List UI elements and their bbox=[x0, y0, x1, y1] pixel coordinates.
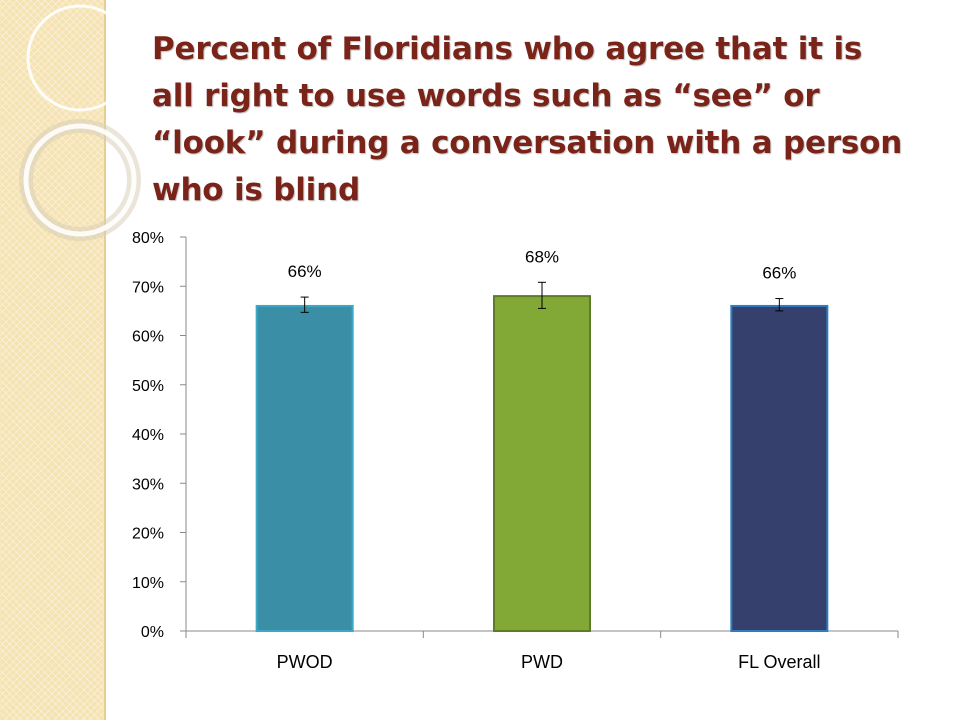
x-tick-label: PWOD bbox=[277, 652, 333, 672]
x-tick-label: FL Overall bbox=[738, 652, 820, 672]
y-tick-label: 30% bbox=[132, 476, 164, 493]
slide-title: Percent of Floridians who agree that it … bbox=[152, 31, 903, 208]
y-tick-label: 0% bbox=[141, 624, 164, 641]
bar-pwd bbox=[493, 295, 591, 632]
decorative-rings bbox=[19, 4, 141, 241]
bar-fl-overall bbox=[730, 304, 829, 632]
data-label: 66% bbox=[762, 264, 796, 283]
bar-pwod bbox=[255, 304, 354, 632]
decorative-ring-large bbox=[26, 4, 134, 112]
y-tick-label: 40% bbox=[132, 427, 164, 444]
y-tick-label: 10% bbox=[132, 575, 164, 592]
data-label: 68% bbox=[525, 247, 559, 266]
x-tick-label: PWD bbox=[521, 652, 563, 672]
decorative-ring-small bbox=[23, 123, 137, 237]
y-tick-label: 60% bbox=[132, 329, 164, 346]
y-tick-label: 80% bbox=[132, 230, 164, 247]
data-label: 66% bbox=[288, 262, 322, 281]
y-tick-label: 20% bbox=[132, 526, 164, 543]
y-tick-label: 50% bbox=[132, 378, 164, 395]
y-tick-label: 70% bbox=[132, 279, 164, 296]
